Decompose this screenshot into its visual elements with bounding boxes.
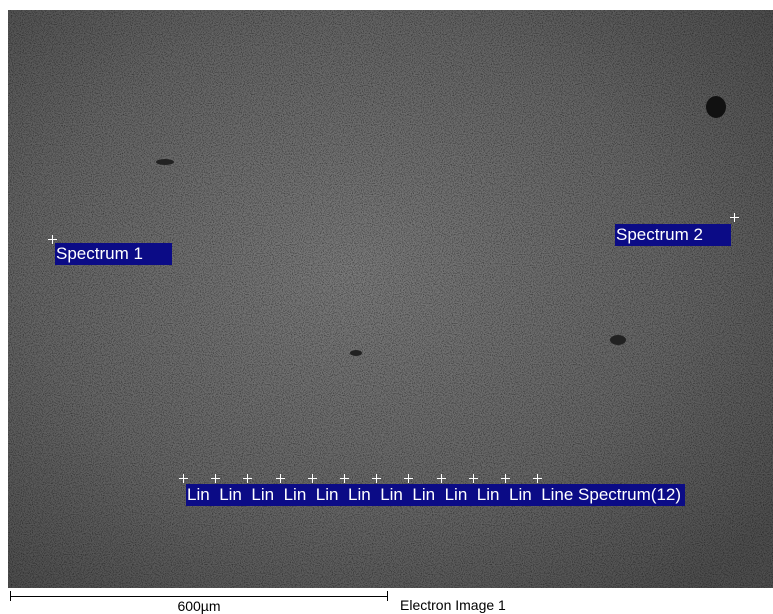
line-spectrum-marker <box>211 474 220 483</box>
line-spectrum-label: Lin <box>379 484 411 506</box>
line-spectrum-marker <box>179 474 188 483</box>
line-spectrum-marker <box>340 474 349 483</box>
line-spectrum-marker <box>533 474 542 483</box>
line-spectrum-marker <box>404 474 413 483</box>
line-spectrum-marker <box>243 474 252 483</box>
scale-bar <box>10 596 388 597</box>
spectrum-marker <box>730 213 739 222</box>
line-spectrum-label: Lin <box>347 484 379 506</box>
line-spectrum-label: Lin <box>218 484 250 506</box>
line-spectrum-label: Lin <box>283 484 315 506</box>
line-spectrum-marker <box>372 474 381 483</box>
image-caption: Electron Image 1 <box>400 597 506 613</box>
line-spectrum-marker <box>437 474 446 483</box>
line-spectrum-marker <box>501 474 510 483</box>
line-spectrum-marker <box>276 474 285 483</box>
page: {"labels": ["Spectrum 1", "Spectrum 2"],… <box>0 0 773 614</box>
spectrum-label: Spectrum 1 <box>55 243 172 265</box>
line-spectrum-marker <box>469 474 478 483</box>
line-spectrum-label: Line Spectrum(12) <box>540 484 685 506</box>
line-spectrum-label: Lin <box>476 484 508 506</box>
spectrum-label: Spectrum 2 <box>615 224 731 246</box>
line-spectrum-label: Lin <box>315 484 347 506</box>
line-spectrum-label: Lin <box>508 484 540 506</box>
line-spectrum-label: Lin <box>250 484 282 506</box>
line-spectrum-label: Lin <box>411 484 443 506</box>
line-spectrum-label: Lin <box>444 484 476 506</box>
line-spectrum-marker <box>308 474 317 483</box>
scale-label: 600µm <box>10 598 388 614</box>
line-spectrum-label: Lin <box>186 484 218 506</box>
